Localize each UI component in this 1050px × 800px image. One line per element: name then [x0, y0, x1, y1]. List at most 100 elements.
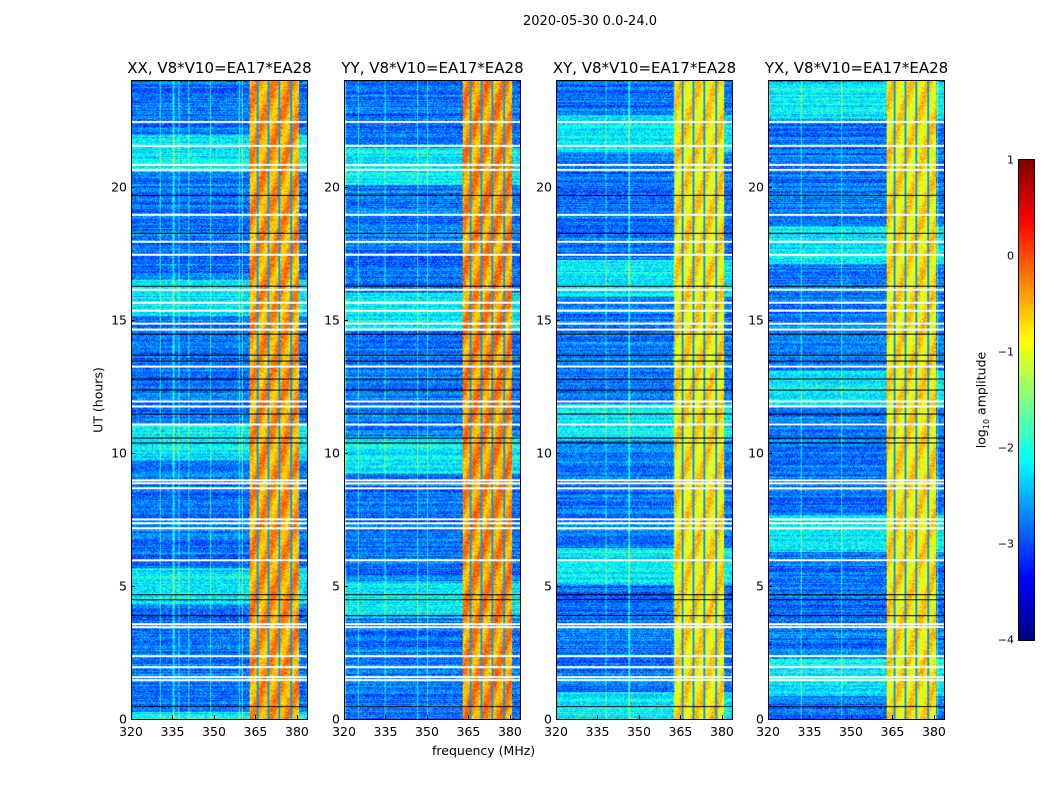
heatmap-image [557, 81, 732, 719]
heatmap-image [132, 81, 307, 719]
x-tick-label: 350 [627, 724, 651, 739]
y-tick-mark [556, 186, 560, 188]
x-tick-label: 320 [119, 724, 143, 739]
y-tick-mark [344, 719, 348, 720]
colorbar-tick-label: 1 [1007, 153, 1014, 167]
x-tick-label: 365 [456, 724, 481, 739]
heatmap-panel-3 [768, 80, 945, 720]
y-tick-mark [131, 719, 135, 720]
y-tick-mark [768, 719, 772, 720]
panel-title: YY, V8*V10=EA17*EA28 [341, 59, 524, 77]
y-tick-label: 0 [119, 711, 127, 727]
x-tick-label: 320 [756, 724, 780, 739]
x-tick-mark [850, 715, 852, 719]
y-tick-mark [768, 319, 772, 321]
y-tick-mark [556, 452, 560, 454]
heatmap-panel-0 [131, 80, 308, 720]
x-tick-label: 365 [243, 724, 268, 739]
y-tick-label: 15 [111, 312, 127, 328]
y-tick-label: 0 [756, 711, 764, 727]
x-tick-mark [809, 715, 811, 719]
y-tick-label: 0 [544, 711, 552, 727]
x-tick-mark [680, 715, 682, 719]
x-tick-mark [556, 715, 557, 719]
y-tick-label: 5 [544, 578, 552, 594]
x-axis-label: frequency (MHz) [432, 743, 536, 758]
y-tick-label: 15 [324, 312, 340, 328]
x-tick-mark [721, 715, 723, 719]
y-tick-label: 15 [536, 312, 552, 328]
y-tick-mark [344, 319, 348, 321]
x-tick-mark [296, 715, 298, 719]
x-tick-mark [426, 715, 428, 719]
colorbar-tick-label: 0 [1007, 249, 1014, 263]
y-tick-label: 5 [756, 578, 764, 594]
y-tick-mark [556, 585, 560, 587]
panel-title: XY, V8*V10=EA17*EA28 [552, 59, 737, 77]
colorbar [1018, 159, 1035, 641]
y-tick-mark [131, 186, 135, 188]
x-tick-label: 320 [544, 724, 568, 739]
x-tick-mark [255, 715, 257, 719]
x-tick-mark [892, 715, 894, 719]
x-tick-mark [468, 715, 470, 719]
colorbar-label: log10 amplitude [973, 351, 991, 449]
colorbar-tick-label: −2 [997, 441, 1014, 455]
colorbar-tick-label: −1 [997, 345, 1014, 359]
x-tick-label: 380 [285, 724, 309, 739]
x-tick-label: 380 [498, 724, 522, 739]
x-tick-mark [597, 715, 599, 719]
x-tick-label: 335 [585, 724, 610, 739]
x-tick-label: 350 [202, 724, 226, 739]
x-tick-label: 335 [373, 724, 398, 739]
x-tick-mark [638, 715, 640, 719]
colorbar-tick-label: −3 [997, 537, 1014, 551]
x-tick-label: 350 [415, 724, 439, 739]
y-tick-mark [556, 719, 560, 720]
y-tick-label: 0 [332, 711, 340, 727]
x-tick-mark [172, 715, 174, 719]
y-tick-label: 20 [324, 179, 340, 194]
heatmap-image [769, 81, 944, 719]
x-tick-mark [213, 715, 215, 719]
figure-title: 2020-05-30 0.0-24.0 [523, 14, 657, 29]
heatmap-panel-1 [344, 80, 521, 720]
y-tick-label: 5 [119, 578, 127, 594]
y-tick-mark [344, 186, 348, 188]
y-tick-label: 20 [536, 179, 552, 194]
y-tick-mark [131, 585, 135, 587]
x-tick-label: 380 [710, 724, 734, 739]
y-tick-label: 20 [111, 179, 127, 194]
heatmap-panel-2 [556, 80, 733, 720]
x-tick-mark [131, 715, 132, 719]
x-tick-label: 365 [668, 724, 693, 739]
y-tick-mark [344, 585, 348, 587]
x-tick-label: 320 [332, 724, 356, 739]
x-tick-label: 335 [160, 724, 185, 739]
y-tick-mark [768, 452, 772, 454]
y-tick-mark [768, 186, 772, 188]
y-tick-label: 10 [748, 445, 764, 461]
y-axis-label: UT (hours) [90, 367, 106, 433]
x-tick-mark [768, 715, 769, 719]
x-tick-label: 335 [797, 724, 822, 739]
y-tick-mark [344, 452, 348, 454]
x-tick-mark [344, 715, 345, 719]
y-tick-mark [768, 585, 772, 587]
y-tick-mark [131, 319, 135, 321]
y-tick-label: 10 [536, 445, 552, 461]
y-tick-label: 10 [324, 445, 340, 461]
heatmap-image [345, 81, 520, 719]
y-tick-mark [131, 452, 135, 454]
y-tick-mark [556, 319, 560, 321]
x-tick-mark [385, 715, 387, 719]
y-tick-label: 5 [332, 578, 340, 594]
panel-title: XX, V8*V10=EA17*EA28 [127, 59, 312, 77]
panel-title: YX, V8*V10=EA17*EA28 [764, 59, 949, 77]
x-tick-label: 365 [880, 724, 905, 739]
y-tick-label: 15 [748, 312, 764, 328]
x-tick-mark [509, 715, 511, 719]
colorbar-tick-label: −4 [997, 633, 1014, 647]
x-tick-mark [933, 715, 935, 719]
